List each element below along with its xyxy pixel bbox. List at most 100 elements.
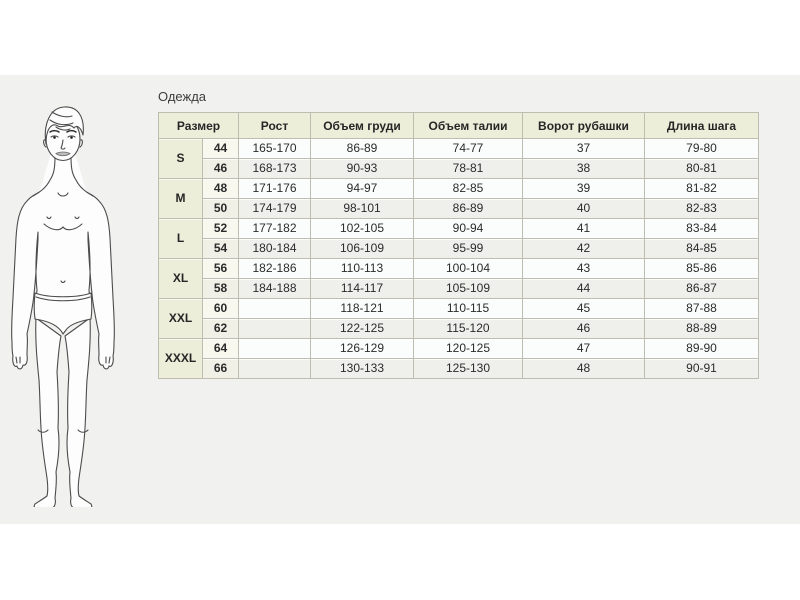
cell-height: 180-184 [238, 238, 311, 259]
cell-stride: 82-83 [644, 198, 759, 219]
column-header-waist: Объем талии [413, 112, 523, 139]
cell-stride: 89-90 [644, 338, 759, 359]
size-group-label: XXL [158, 298, 203, 339]
cell-height [238, 318, 311, 339]
cell-size: 48 [202, 178, 239, 199]
size-group-label: XL [158, 258, 203, 299]
cell-chest: 106-109 [310, 238, 414, 259]
column-header-stride: Длина шага [644, 112, 759, 139]
cell-chest: 118-121 [310, 298, 414, 319]
cell-stride: 79-80 [644, 138, 759, 159]
cell-collar: 48 [522, 358, 645, 379]
male-figure-illustration [0, 100, 132, 510]
column-header-height: Рост [238, 112, 311, 139]
cell-size: 62 [202, 318, 239, 339]
table-row: M 48 171-176 94-97 82-85 39 81-82 [158, 178, 759, 219]
cell-collar: 39 [522, 178, 645, 199]
header-row: Размер Рост Объем груди Объем талии Воро… [158, 112, 759, 139]
size-chart-panel: Одежда [0, 75, 800, 524]
cell-stride: 83-84 [644, 218, 759, 239]
cell-size: 54 [202, 238, 239, 259]
cell-chest: 122-125 [310, 318, 414, 339]
cell-chest: 130-133 [310, 358, 414, 379]
cell-height: 168-173 [238, 158, 311, 179]
cell-chest: 94-97 [310, 178, 414, 199]
cell-waist: 90-94 [413, 218, 523, 239]
cell-collar: 41 [522, 218, 645, 239]
cell-collar: 38 [522, 158, 645, 179]
cell-collar: 47 [522, 338, 645, 359]
cell-stride: 85-86 [644, 258, 759, 279]
cell-height [238, 338, 311, 359]
cell-size: 44 [202, 138, 239, 159]
cell-height [238, 298, 311, 319]
cell-stride: 86-87 [644, 278, 759, 299]
cell-height [238, 358, 311, 379]
table-row: S 44 165-170 86-89 74-77 37 79-80 [158, 138, 759, 179]
cell-collar: 43 [522, 258, 645, 279]
cell-chest: 114-117 [310, 278, 414, 299]
table-row: XXL 60 118-121 110-115 45 87-88 [158, 298, 759, 339]
cell-size: 50 [202, 198, 239, 219]
table-row: XXXL 64 126-129 120-125 47 89-90 [158, 338, 759, 379]
cell-stride: 81-82 [644, 178, 759, 199]
cell-height: 182-186 [238, 258, 311, 279]
cell-chest: 98-101 [310, 198, 414, 219]
cell-waist: 125-130 [413, 358, 523, 379]
cell-waist: 82-85 [413, 178, 523, 199]
cell-chest: 126-129 [310, 338, 414, 359]
table-row: 66 130-133 125-130 48 90-91 [159, 358, 759, 379]
cell-size: 60 [202, 298, 239, 319]
table-row: 62 122-125 115-120 46 88-89 [159, 318, 759, 339]
cell-height: 177-182 [238, 218, 311, 239]
cell-collar: 42 [522, 238, 645, 259]
cell-size: 56 [202, 258, 239, 279]
cell-collar: 45 [522, 298, 645, 319]
cell-chest: 102-105 [310, 218, 414, 239]
cell-size: 58 [202, 278, 239, 299]
cell-chest: 86-89 [310, 138, 414, 159]
cell-waist: 120-125 [413, 338, 523, 359]
size-group-label: S [158, 138, 203, 179]
cell-chest: 90-93 [310, 158, 414, 179]
size-group-label: L [158, 218, 203, 259]
clothing-size-table: Размер Рост Объем груди Объем талии Воро… [158, 112, 759, 379]
cell-size: 66 [202, 358, 239, 379]
table-row: XL 56 182-186 110-113 100-104 43 85-86 [158, 258, 759, 299]
table-row: 50 174-179 98-101 86-89 40 82-83 [159, 198, 759, 219]
cell-collar: 46 [522, 318, 645, 339]
cell-height: 171-176 [238, 178, 311, 199]
table-row: L 52 177-182 102-105 90-94 41 83-84 [158, 218, 759, 259]
size-group-label: M [158, 178, 203, 219]
cell-waist: 95-99 [413, 238, 523, 259]
cell-chest: 110-113 [310, 258, 414, 279]
cell-height: 184-188 [238, 278, 311, 299]
cell-waist: 78-81 [413, 158, 523, 179]
cell-stride: 88-89 [644, 318, 759, 339]
cell-waist: 86-89 [413, 198, 523, 219]
cell-collar: 37 [522, 138, 645, 159]
cell-waist: 115-120 [413, 318, 523, 339]
table-row: 54 180-184 106-109 95-99 42 84-85 [159, 238, 759, 259]
cell-size: 46 [202, 158, 239, 179]
table-row: 46 168-173 90-93 78-81 38 80-81 [159, 158, 759, 179]
cell-waist: 74-77 [413, 138, 523, 159]
cell-waist: 105-109 [413, 278, 523, 299]
cell-collar: 44 [522, 278, 645, 299]
cell-waist: 100-104 [413, 258, 523, 279]
cell-stride: 84-85 [644, 238, 759, 259]
cell-size: 52 [202, 218, 239, 239]
cell-stride: 90-91 [644, 358, 759, 379]
table-row: 58 184-188 114-117 105-109 44 86-87 [159, 278, 759, 299]
column-header-size: Размер [158, 112, 239, 139]
cell-height: 165-170 [238, 138, 311, 159]
male-body-outline-drawing [11, 106, 115, 510]
cell-stride: 80-81 [644, 158, 759, 179]
column-header-collar: Ворот рубашки [522, 112, 645, 139]
cell-height: 174-179 [238, 198, 311, 219]
cell-waist: 110-115 [413, 298, 523, 319]
cell-collar: 40 [522, 198, 645, 219]
column-header-chest: Объем груди [310, 112, 414, 139]
cell-size: 64 [202, 338, 239, 359]
size-group-label: XXXL [158, 338, 203, 379]
